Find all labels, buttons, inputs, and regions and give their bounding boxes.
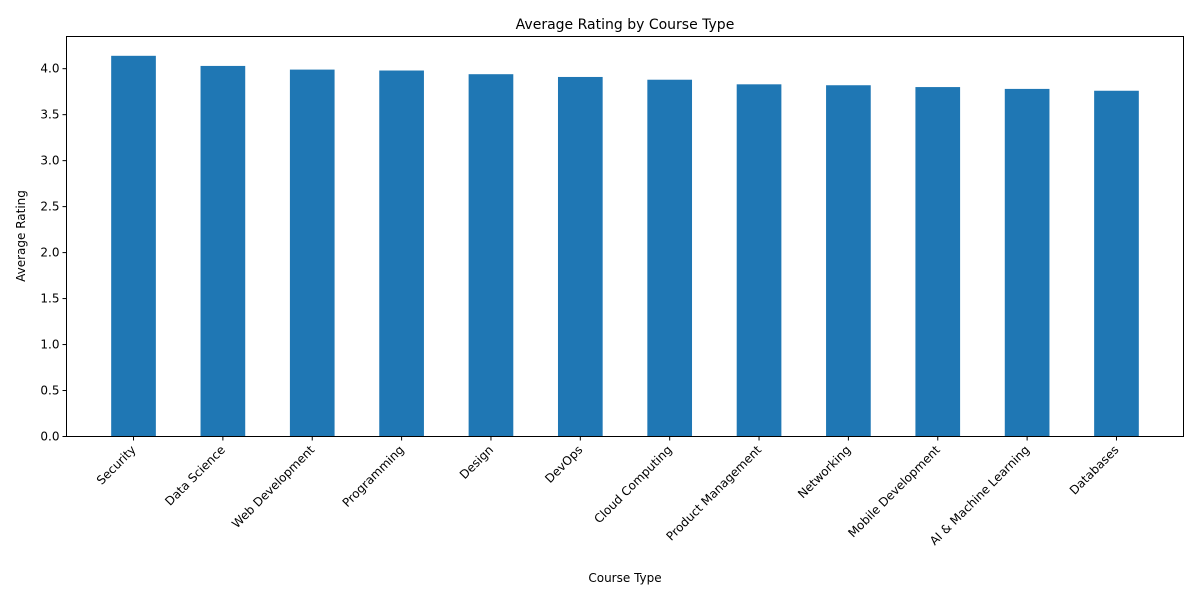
y-tick-label: 2.0 (40, 246, 59, 260)
bar-devops (557, 76, 603, 437)
y-tick-label: 2.5 (40, 200, 59, 214)
y-tick-label: 3.5 (40, 108, 59, 122)
y-tick-label: 0.5 (40, 384, 59, 398)
plot-frame (66, 36, 1184, 437)
bar-web-development (289, 69, 335, 437)
bar-product-management (736, 84, 782, 437)
bar-security (111, 55, 156, 437)
chart-title: Average Rating by Course Type (516, 17, 735, 33)
bar-cloud-computing (647, 79, 693, 437)
y-tick-label: 1.5 (40, 292, 59, 306)
bar-data-science (200, 65, 246, 437)
bars-group (111, 55, 1139, 437)
x-axis-label: Course Type (588, 571, 661, 585)
bar-programming (379, 70, 424, 437)
y-tick-label: 3.0 (40, 154, 59, 168)
y-tick-label: 1.0 (40, 338, 59, 352)
bar-ai-machine-learning (1004, 88, 1050, 437)
bar-databases (1094, 90, 1139, 437)
y-axis-label: Average Rating (14, 190, 28, 282)
y-axis-ticks: 0.0 0.5 1.0 1.5 2.0 2.5 3.0 3.5 4.0 (40, 62, 67, 444)
y-tick-label: 0.0 (40, 430, 59, 444)
bar-networking (826, 85, 871, 437)
bar-design (468, 74, 514, 437)
bar-mobile-development (915, 87, 961, 437)
y-tick-label: 4.0 (40, 62, 59, 76)
